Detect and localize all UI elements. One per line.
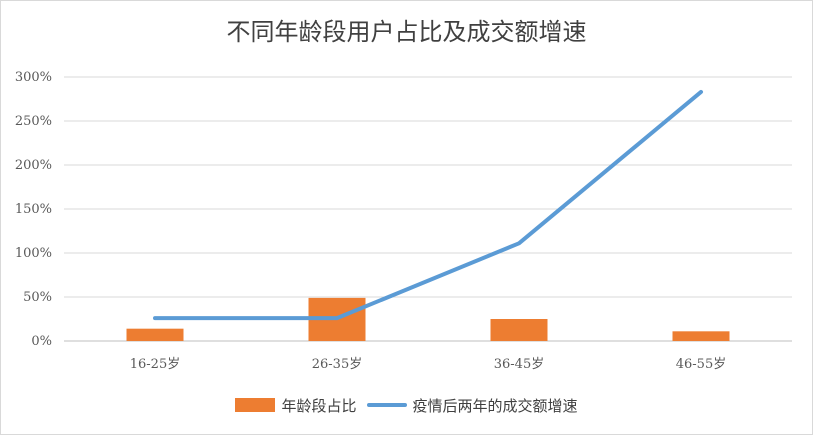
legend-label-bar: 年龄段占比 bbox=[281, 396, 357, 415]
series-line bbox=[153, 89, 703, 321]
y-tick-label: 0% bbox=[31, 334, 52, 349]
legend-swatch-bar bbox=[235, 398, 276, 412]
line-series bbox=[153, 89, 703, 321]
y-tick-label: 250% bbox=[15, 114, 52, 129]
bar bbox=[672, 331, 730, 341]
x-tick-label: 16-25岁 bbox=[130, 357, 180, 372]
legend-swatch-line bbox=[366, 403, 407, 407]
gridlines bbox=[64, 76, 792, 342]
x-tick-label: 26-35岁 bbox=[312, 357, 362, 372]
y-axis-ticks: 0% 50% 100% 150% 200% 250% 300% bbox=[15, 70, 52, 349]
legend-label-line: 疫情后两年的成交额增速 bbox=[412, 396, 578, 415]
x-tick-label: 36-45岁 bbox=[494, 357, 544, 372]
y-tick-label: 50% bbox=[23, 290, 52, 305]
bar bbox=[126, 328, 184, 341]
bar bbox=[490, 319, 548, 341]
y-tick-label: 200% bbox=[15, 158, 52, 173]
y-tick-label: 300% bbox=[15, 70, 52, 85]
legend: 年龄段占比 疫情后两年的成交额增速 bbox=[0, 393, 813, 417]
x-tick-label: 46-55岁 bbox=[676, 357, 726, 372]
legend-item-line: 疫情后两年的成交额增速 bbox=[366, 395, 578, 416]
x-axis-ticks: 16-25岁 26-35岁 36-45岁 46-55岁 bbox=[130, 357, 726, 372]
y-tick-label: 150% bbox=[15, 202, 52, 217]
chart-title: 不同年龄段用户占比及成交额增速 bbox=[226, 18, 587, 46]
legend-item-bar: 年龄段占比 bbox=[235, 395, 357, 416]
y-tick-label: 100% bbox=[15, 246, 52, 261]
